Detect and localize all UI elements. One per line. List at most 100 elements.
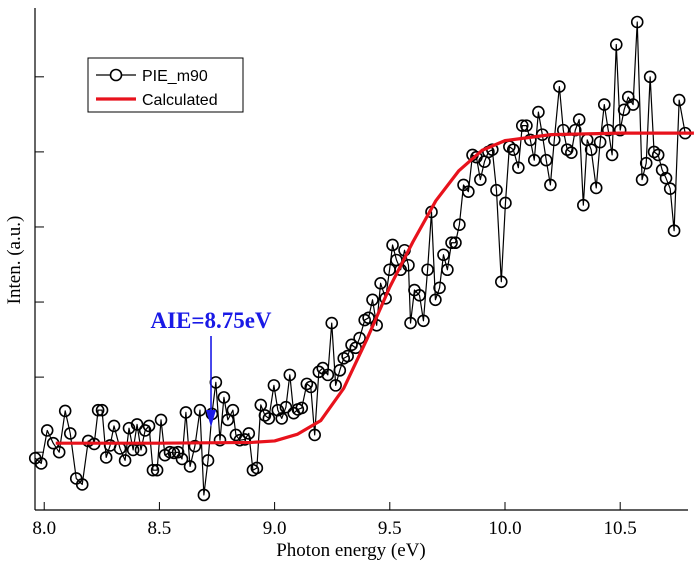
data-point — [532, 105, 545, 119]
x-tick-label: 8.0 — [32, 518, 56, 539]
data-point — [512, 161, 525, 174]
data-point — [437, 248, 450, 262]
data-point — [577, 198, 590, 212]
data-point — [441, 263, 454, 277]
data-point — [630, 15, 644, 29]
data-point — [201, 454, 215, 467]
data-point — [404, 316, 417, 330]
data-point — [417, 314, 430, 328]
data-point — [421, 263, 434, 277]
data-point — [167, 446, 181, 460]
data-point — [275, 412, 289, 425]
x-tick-label: 10.5 — [604, 518, 637, 539]
data-point — [605, 148, 619, 162]
data-point — [462, 185, 475, 198]
data-point — [565, 146, 578, 159]
data-point — [584, 143, 598, 156]
data-point — [672, 93, 686, 107]
data-point — [499, 196, 512, 210]
data-point — [58, 404, 72, 418]
data-point — [626, 98, 640, 111]
data-point — [333, 364, 347, 377]
data-point — [593, 135, 607, 149]
data-point — [429, 293, 442, 307]
data-point — [639, 156, 653, 170]
x-axis-label: Photon energy (eV) — [276, 540, 426, 561]
data-point — [300, 377, 314, 391]
data-point — [233, 433, 247, 447]
data-point — [267, 379, 281, 392]
data-point — [81, 434, 95, 448]
data-point — [295, 401, 309, 415]
data-point — [213, 433, 227, 447]
data-point — [490, 183, 503, 197]
legend-box — [87, 57, 244, 113]
data-point — [197, 488, 211, 502]
data-point — [353, 331, 366, 345]
data-point — [544, 178, 557, 192]
data-point — [651, 148, 665, 162]
data-point — [283, 368, 297, 382]
data-point — [659, 171, 673, 185]
data-point — [433, 281, 446, 295]
data-point — [99, 451, 113, 464]
annotation-arrowhead — [206, 410, 217, 427]
data-point — [226, 403, 240, 417]
data-point — [515, 119, 529, 132]
data-point — [643, 70, 657, 84]
data-point — [386, 238, 399, 252]
data-point — [449, 236, 462, 250]
data-point — [341, 349, 354, 363]
data-point — [91, 403, 105, 417]
data-point — [107, 419, 121, 433]
data-point — [613, 123, 627, 137]
data-point — [572, 113, 586, 126]
data-point — [304, 380, 318, 394]
data-point — [262, 412, 276, 425]
legend-label: PIE_m90 — [142, 68, 208, 85]
data-point — [474, 173, 487, 186]
data-point — [250, 461, 264, 475]
data-point — [154, 413, 168, 427]
data-point — [188, 439, 202, 453]
data-point — [609, 38, 623, 51]
data-point — [413, 288, 426, 302]
data-point — [453, 218, 466, 232]
data-point — [279, 400, 293, 414]
data-point — [589, 181, 603, 195]
data-point — [118, 454, 132, 467]
x-tick-label: 9.5 — [378, 518, 402, 539]
data-point — [150, 463, 164, 477]
data-point — [506, 143, 520, 156]
data-point — [329, 379, 342, 392]
data-point — [171, 445, 185, 459]
data-point — [183, 460, 197, 473]
data-point — [217, 391, 231, 404]
data-point — [146, 463, 160, 477]
data-point — [34, 457, 48, 470]
data-point — [179, 406, 193, 419]
data-point — [75, 478, 89, 491]
data-point — [193, 403, 207, 417]
data-point — [366, 293, 379, 307]
data-point — [142, 419, 156, 433]
x-tick-label: 8.5 — [148, 518, 172, 539]
legend-label: Calculated — [142, 92, 218, 109]
data-point — [539, 153, 553, 167]
data-point — [258, 409, 272, 422]
legend-marker — [109, 68, 123, 82]
data-point — [635, 173, 649, 186]
data-point — [308, 428, 321, 442]
data-point — [374, 276, 387, 290]
data-point — [495, 275, 508, 289]
data-point — [445, 236, 458, 250]
x-tick-label: 9.0 — [263, 518, 287, 539]
annotation-text: AIE=8.75eV — [150, 308, 271, 333]
data-point — [130, 418, 144, 431]
data-point — [402, 258, 415, 272]
data-point — [321, 368, 335, 382]
data-point — [553, 80, 566, 93]
data-point — [52, 445, 66, 459]
data-point — [527, 153, 541, 167]
